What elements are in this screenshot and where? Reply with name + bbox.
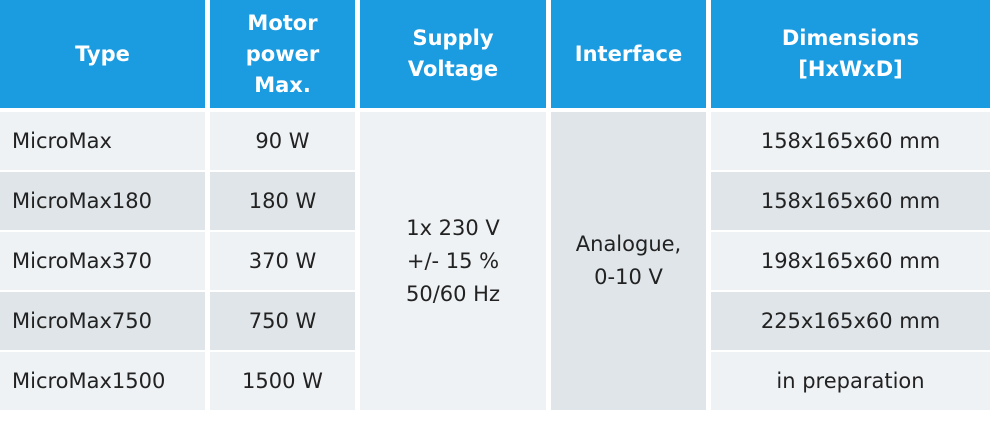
table-cell: MicroMax180 <box>0 172 205 230</box>
table-cell: 158x165x60 mm <box>711 112 990 170</box>
table-cell: MicroMax1500 <box>0 352 205 410</box>
table-cell: 198x165x60 mm <box>711 232 990 290</box>
header-cell: Dimensions [HxWxD] <box>711 0 990 108</box>
merged-cell: Analogue, 0-10 V <box>551 112 706 410</box>
table-cell: MicroMax <box>0 112 205 170</box>
table-cell: 90 W <box>210 112 355 170</box>
header-text: Interface <box>574 41 683 66</box>
table-cell: MicroMax370 <box>0 232 205 290</box>
header-text: Type <box>75 41 130 66</box>
header-text: Voltage <box>407 57 499 81</box>
cell-text: 50/60 Hz <box>405 281 500 306</box>
table-cell: 158x165x60 mm <box>711 172 990 230</box>
merged-cell: 1x 230 V +/- 15 % 50/60 Hz <box>360 112 546 410</box>
cell-text: 1x 230 V <box>406 215 500 240</box>
table-cell: 370 W <box>210 232 355 290</box>
header-text: Max. <box>254 72 311 97</box>
table-cell: 225x165x60 mm <box>711 292 990 350</box>
table-cell: MicroMax750 <box>0 292 205 350</box>
header-text: [HxWxD] <box>798 57 903 81</box>
table-cell: in preparation <box>711 352 990 410</box>
header-cell: Type <box>0 0 205 108</box>
header-text: Motor <box>247 10 318 35</box>
header-cell: Interface <box>551 0 706 108</box>
table-cell: 750 W <box>210 292 355 350</box>
header-text: power <box>245 41 320 66</box>
header-text: Supply <box>412 26 494 50</box>
header-text: Dimensions <box>781 26 920 50</box>
cell-text: 0-10 V <box>594 265 663 289</box>
cell-text: Analogue, <box>575 232 682 256</box>
header-cell: Supply Voltage <box>360 0 546 108</box>
table-cell: 180 W <box>210 172 355 230</box>
cell-text: +/- 15 % <box>406 248 500 273</box>
header-cell: Motor power Max. <box>210 0 355 108</box>
table-cell: 1500 W <box>210 352 355 410</box>
